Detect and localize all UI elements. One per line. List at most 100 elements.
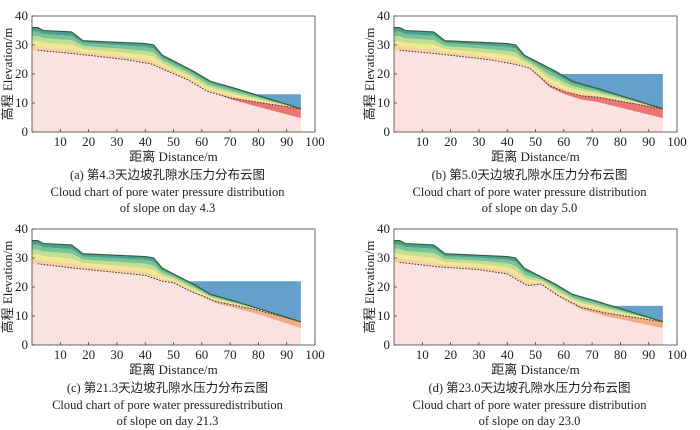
- y-tick-label: 10: [15, 308, 28, 323]
- pressure-band-4: [394, 41, 663, 109]
- x-axis-label: 距离 Distance/m: [129, 362, 217, 377]
- y-axis-label: 高程 Elevation/m: [362, 241, 377, 334]
- pressure-band-3: [32, 249, 301, 322]
- x-tick-label: 10: [416, 134, 429, 149]
- x-tick-label: 20: [444, 347, 457, 362]
- caption-en-line2: of slope on day 4.3: [120, 201, 215, 215]
- y-axis-label: 高程 Elevation/m: [0, 241, 15, 334]
- x-tick-label: 80: [252, 347, 265, 362]
- pressure-band-2: [32, 244, 301, 322]
- x-tick-label: 100: [305, 347, 325, 362]
- reservoir-water: [597, 305, 663, 322]
- caption-cn: (d) 第23.0天边坡孔隙水压力分布云图: [428, 381, 630, 395]
- pressure-band-1: [32, 27, 301, 109]
- x-tick-label: 90: [280, 347, 293, 362]
- saturated-zone: [549, 289, 663, 329]
- x-tick-label: 10: [54, 134, 67, 149]
- y-tick-label: 0: [384, 124, 391, 139]
- y-tick-label: 20: [377, 66, 390, 81]
- x-tick-label: 60: [557, 347, 570, 362]
- y-tick-label: 30: [15, 250, 28, 265]
- caption-cn: (c) 第21.3天边坡孔隙水压力分布云图: [67, 381, 268, 395]
- slope-surface: [32, 27, 302, 110]
- phreatic-line: [37, 49, 301, 110]
- x-tick-label: 60: [557, 134, 570, 149]
- y-tick-label: 20: [15, 66, 28, 81]
- x-tick-label: 30: [110, 347, 123, 362]
- x-tick-label: 70: [224, 134, 237, 149]
- y-tick-label: 20: [15, 279, 28, 294]
- slope-surface: [394, 27, 664, 110]
- saturated-zone: [527, 67, 663, 119]
- slope-surface: [32, 240, 302, 323]
- x-tick-label: 80: [252, 134, 265, 149]
- x-tick-label: 40: [501, 347, 514, 362]
- x-axis-label: 距离 Distance/m: [491, 362, 579, 377]
- x-tick-label: 50: [529, 134, 542, 149]
- x-tick-label: 70: [586, 347, 599, 362]
- reservoir-water: [167, 281, 301, 322]
- caption-en-line1: Cloud chart of pore water pressure distr…: [413, 398, 648, 412]
- x-tick-label: 100: [305, 134, 325, 149]
- x-tick-label: 40: [501, 134, 514, 149]
- x-tick-label: 20: [82, 134, 95, 149]
- phreatic-line: [399, 261, 663, 323]
- caption-cn: (b) 第5.0天边坡孔隙水压力分布云图: [432, 168, 628, 182]
- y-tick-label: 40: [15, 8, 28, 23]
- y-tick-label: 40: [377, 221, 390, 236]
- y-axis-label: 高程 Elevation/m: [362, 28, 377, 121]
- x-tick-label: 80: [614, 347, 627, 362]
- caption-en-line1: Cloud chart of pore water pressuredistri…: [52, 398, 284, 412]
- x-axis-label: 距离 Distance/m: [129, 149, 217, 164]
- x-tick-label: 70: [586, 134, 599, 149]
- x-tick-label: 90: [280, 134, 293, 149]
- x-tick-label: 40: [139, 347, 152, 362]
- y-tick-label: 0: [384, 337, 391, 352]
- x-tick-label: 50: [529, 347, 542, 362]
- y-axis-label: 高程 Elevation/m: [0, 28, 15, 121]
- x-tick-label: 100: [667, 134, 687, 149]
- x-tick-label: 10: [416, 347, 429, 362]
- caption-en-line2: of slope on day 5.0: [482, 201, 577, 215]
- caption-en-line1: Cloud chart of pore water pressure distr…: [413, 185, 648, 199]
- pressure-band-1: [394, 27, 663, 109]
- pressure-band-4: [32, 41, 301, 109]
- y-tick-label: 30: [377, 37, 390, 52]
- x-tick-label: 70: [224, 347, 237, 362]
- pressure-band-2: [394, 31, 663, 109]
- y-tick-label: 10: [377, 308, 390, 323]
- caption-en-line2: of slope on day 23.0: [479, 414, 581, 428]
- caption-en-line1: Cloud chart of pore water pressure distr…: [51, 185, 286, 199]
- pressure-band-3: [32, 36, 301, 109]
- y-tick-label: 40: [377, 8, 390, 23]
- pressure-band-1: [394, 240, 663, 322]
- x-tick-label: 50: [167, 347, 180, 362]
- x-tick-label: 30: [472, 134, 485, 149]
- y-tick-label: 20: [377, 279, 390, 294]
- caption-en-line2: of slope on day 21.3: [117, 414, 219, 428]
- y-tick-label: 40: [15, 221, 28, 236]
- x-tick-label: 40: [139, 134, 152, 149]
- x-tick-label: 30: [110, 134, 123, 149]
- x-tick-label: 60: [195, 134, 208, 149]
- caption-cn: (a) 第4.3天边坡孔隙水压力分布云图: [70, 168, 265, 182]
- y-tick-label: 0: [22, 124, 29, 139]
- x-tick-label: 50: [167, 134, 180, 149]
- x-tick-label: 90: [642, 134, 655, 149]
- pressure-band-3: [394, 248, 663, 322]
- x-tick-label: 100: [667, 347, 687, 362]
- saturated-zone: [218, 94, 301, 119]
- x-tick-label: 60: [195, 347, 208, 362]
- pressure-band-3: [394, 36, 663, 109]
- phreatic-line: [37, 263, 301, 323]
- y-tick-label: 10: [377, 95, 390, 110]
- y-tick-label: 30: [377, 250, 390, 265]
- slope-surface: [394, 240, 664, 323]
- x-tick-label: 80: [614, 134, 627, 149]
- x-tick-label: 10: [54, 347, 67, 362]
- x-tick-label: 20: [82, 347, 95, 362]
- y-tick-label: 30: [15, 37, 28, 52]
